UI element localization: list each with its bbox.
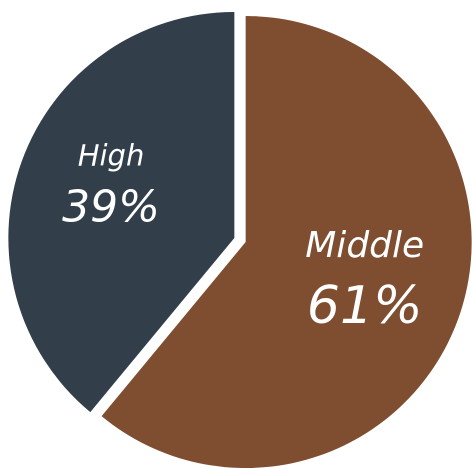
slice-value-middle: 61% (307, 276, 423, 336)
pie-labels: Middle 61% High 39% (62, 139, 424, 336)
slice-value-high: 39% (62, 182, 160, 233)
slice-label-high: High (78, 139, 145, 173)
pie-slices (8, 11, 472, 469)
pie-slice-high (8, 11, 235, 413)
pie-slice-middle (101, 16, 472, 469)
slice-label-middle: Middle (305, 225, 424, 266)
